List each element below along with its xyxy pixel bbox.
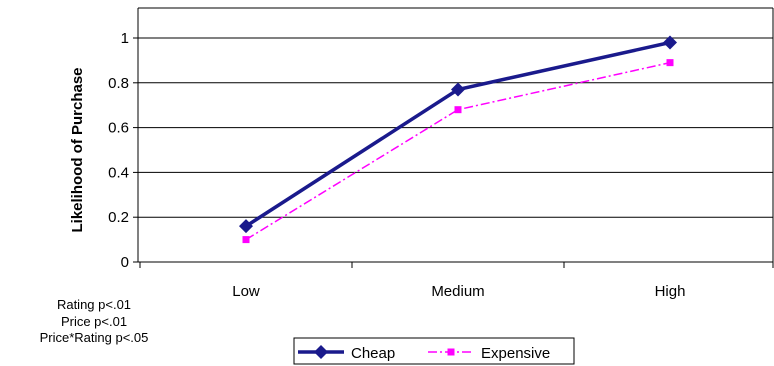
y-tick-label: 0 — [121, 254, 129, 271]
data-point — [239, 219, 253, 234]
note-rating: Rating p<.01 — [56, 297, 132, 312]
note-interaction: Price*Rating p<.05 — [39, 330, 149, 345]
legend-label-expensive: Expensive — [481, 345, 550, 362]
y-tick-label: 0.2 — [108, 209, 129, 226]
x-tick-label: Low — [232, 283, 260, 300]
data-point — [447, 348, 455, 356]
significance-notes: Rating p<.01 Price p<.01 Price*Rating p<… — [4, 297, 184, 347]
series-line — [245, 40, 671, 228]
series-expensive — [242, 59, 674, 244]
series-layer — [239, 35, 677, 244]
y-tick-label: 0.6 — [108, 120, 129, 137]
data-point — [314, 345, 328, 359]
series-cheap — [239, 35, 677, 234]
y-tick-label: 0.8 — [108, 75, 129, 92]
legend: Cheap Expensive — [293, 337, 575, 365]
y-axis-label: Likelihood of Purchase — [69, 67, 86, 232]
y-axis: 0 0.2 0.4 0.6 0.8 1 — [108, 8, 139, 271]
y-tick-label: 1 — [121, 30, 129, 47]
x-tick-label: Medium — [431, 283, 484, 300]
x-tick-label: High — [655, 283, 686, 300]
data-point — [454, 106, 462, 114]
data-point — [451, 82, 465, 97]
plot-frame — [138, 7, 774, 263]
gridlines — [138, 37, 773, 218]
x-axis: Low Medium High — [138, 261, 774, 300]
data-point — [663, 35, 677, 50]
y-tick-label: 0.4 — [108, 164, 129, 181]
data-point — [666, 59, 674, 67]
series-line — [245, 61, 671, 241]
data-point — [242, 236, 250, 244]
legend-label-cheap: Cheap — [351, 345, 395, 362]
note-price: Price p<.01 — [60, 313, 128, 329]
